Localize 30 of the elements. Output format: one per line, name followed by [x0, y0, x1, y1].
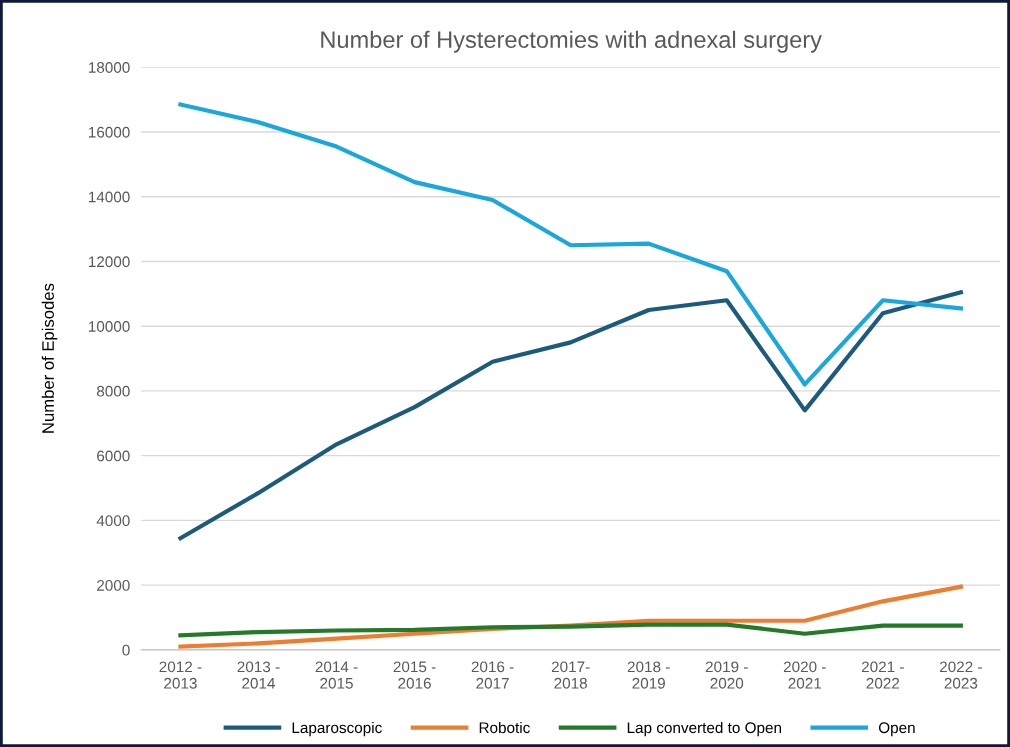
- y-tick-label: 2000: [97, 580, 130, 591]
- y-tick-label: 14000: [88, 191, 130, 203]
- chart-title: Number of Hysterectomies with adnexal surgery: [321, 30, 822, 53]
- legend-label: Open: [878, 722, 915, 737]
- x-tick-label: 2018 - 2019: [627, 661, 670, 689]
- x-tick-label: 2021 - 2022: [861, 661, 904, 689]
- line-series: [178, 622, 963, 638]
- x-tick-label: 2014 - 2015: [315, 661, 358, 689]
- legend-label: Lap converted to Open: [627, 721, 781, 737]
- y-tick-label: 0: [122, 644, 130, 656]
- legend-label: Robotic: [479, 721, 530, 734]
- x-tick-label: 2013 - 2014: [237, 661, 280, 689]
- y-tick-label: 8000: [96, 385, 130, 397]
- y-axis-title: Number of Episodes: [41, 283, 58, 433]
- x-tick-label: 2012 - 2013: [159, 661, 202, 689]
- legend-label: Laparoscopic: [292, 721, 382, 737]
- x-tick-label: 2016 - 2017: [471, 661, 514, 689]
- x-tick-label: 2015 - 2016: [393, 661, 436, 689]
- x-tick-label: 2022 - 2023: [939, 661, 982, 689]
- y-tick-label: 6000: [97, 450, 130, 462]
- y-tick-label: 12000: [88, 256, 130, 268]
- x-tick-label: 2017- 2018: [551, 661, 590, 689]
- y-tick-label: 10000: [88, 321, 130, 332]
- y-tick-label: 4000: [96, 515, 130, 527]
- y-tick-label: 18000: [88, 62, 130, 73]
- line-series: [178, 290, 963, 541]
- y-tick-label: 16000: [88, 126, 130, 138]
- line-series: [178, 102, 963, 387]
- x-tick-label: 2020 - 2021: [783, 661, 826, 689]
- x-tick-label: 2019 - 2020: [705, 661, 748, 689]
